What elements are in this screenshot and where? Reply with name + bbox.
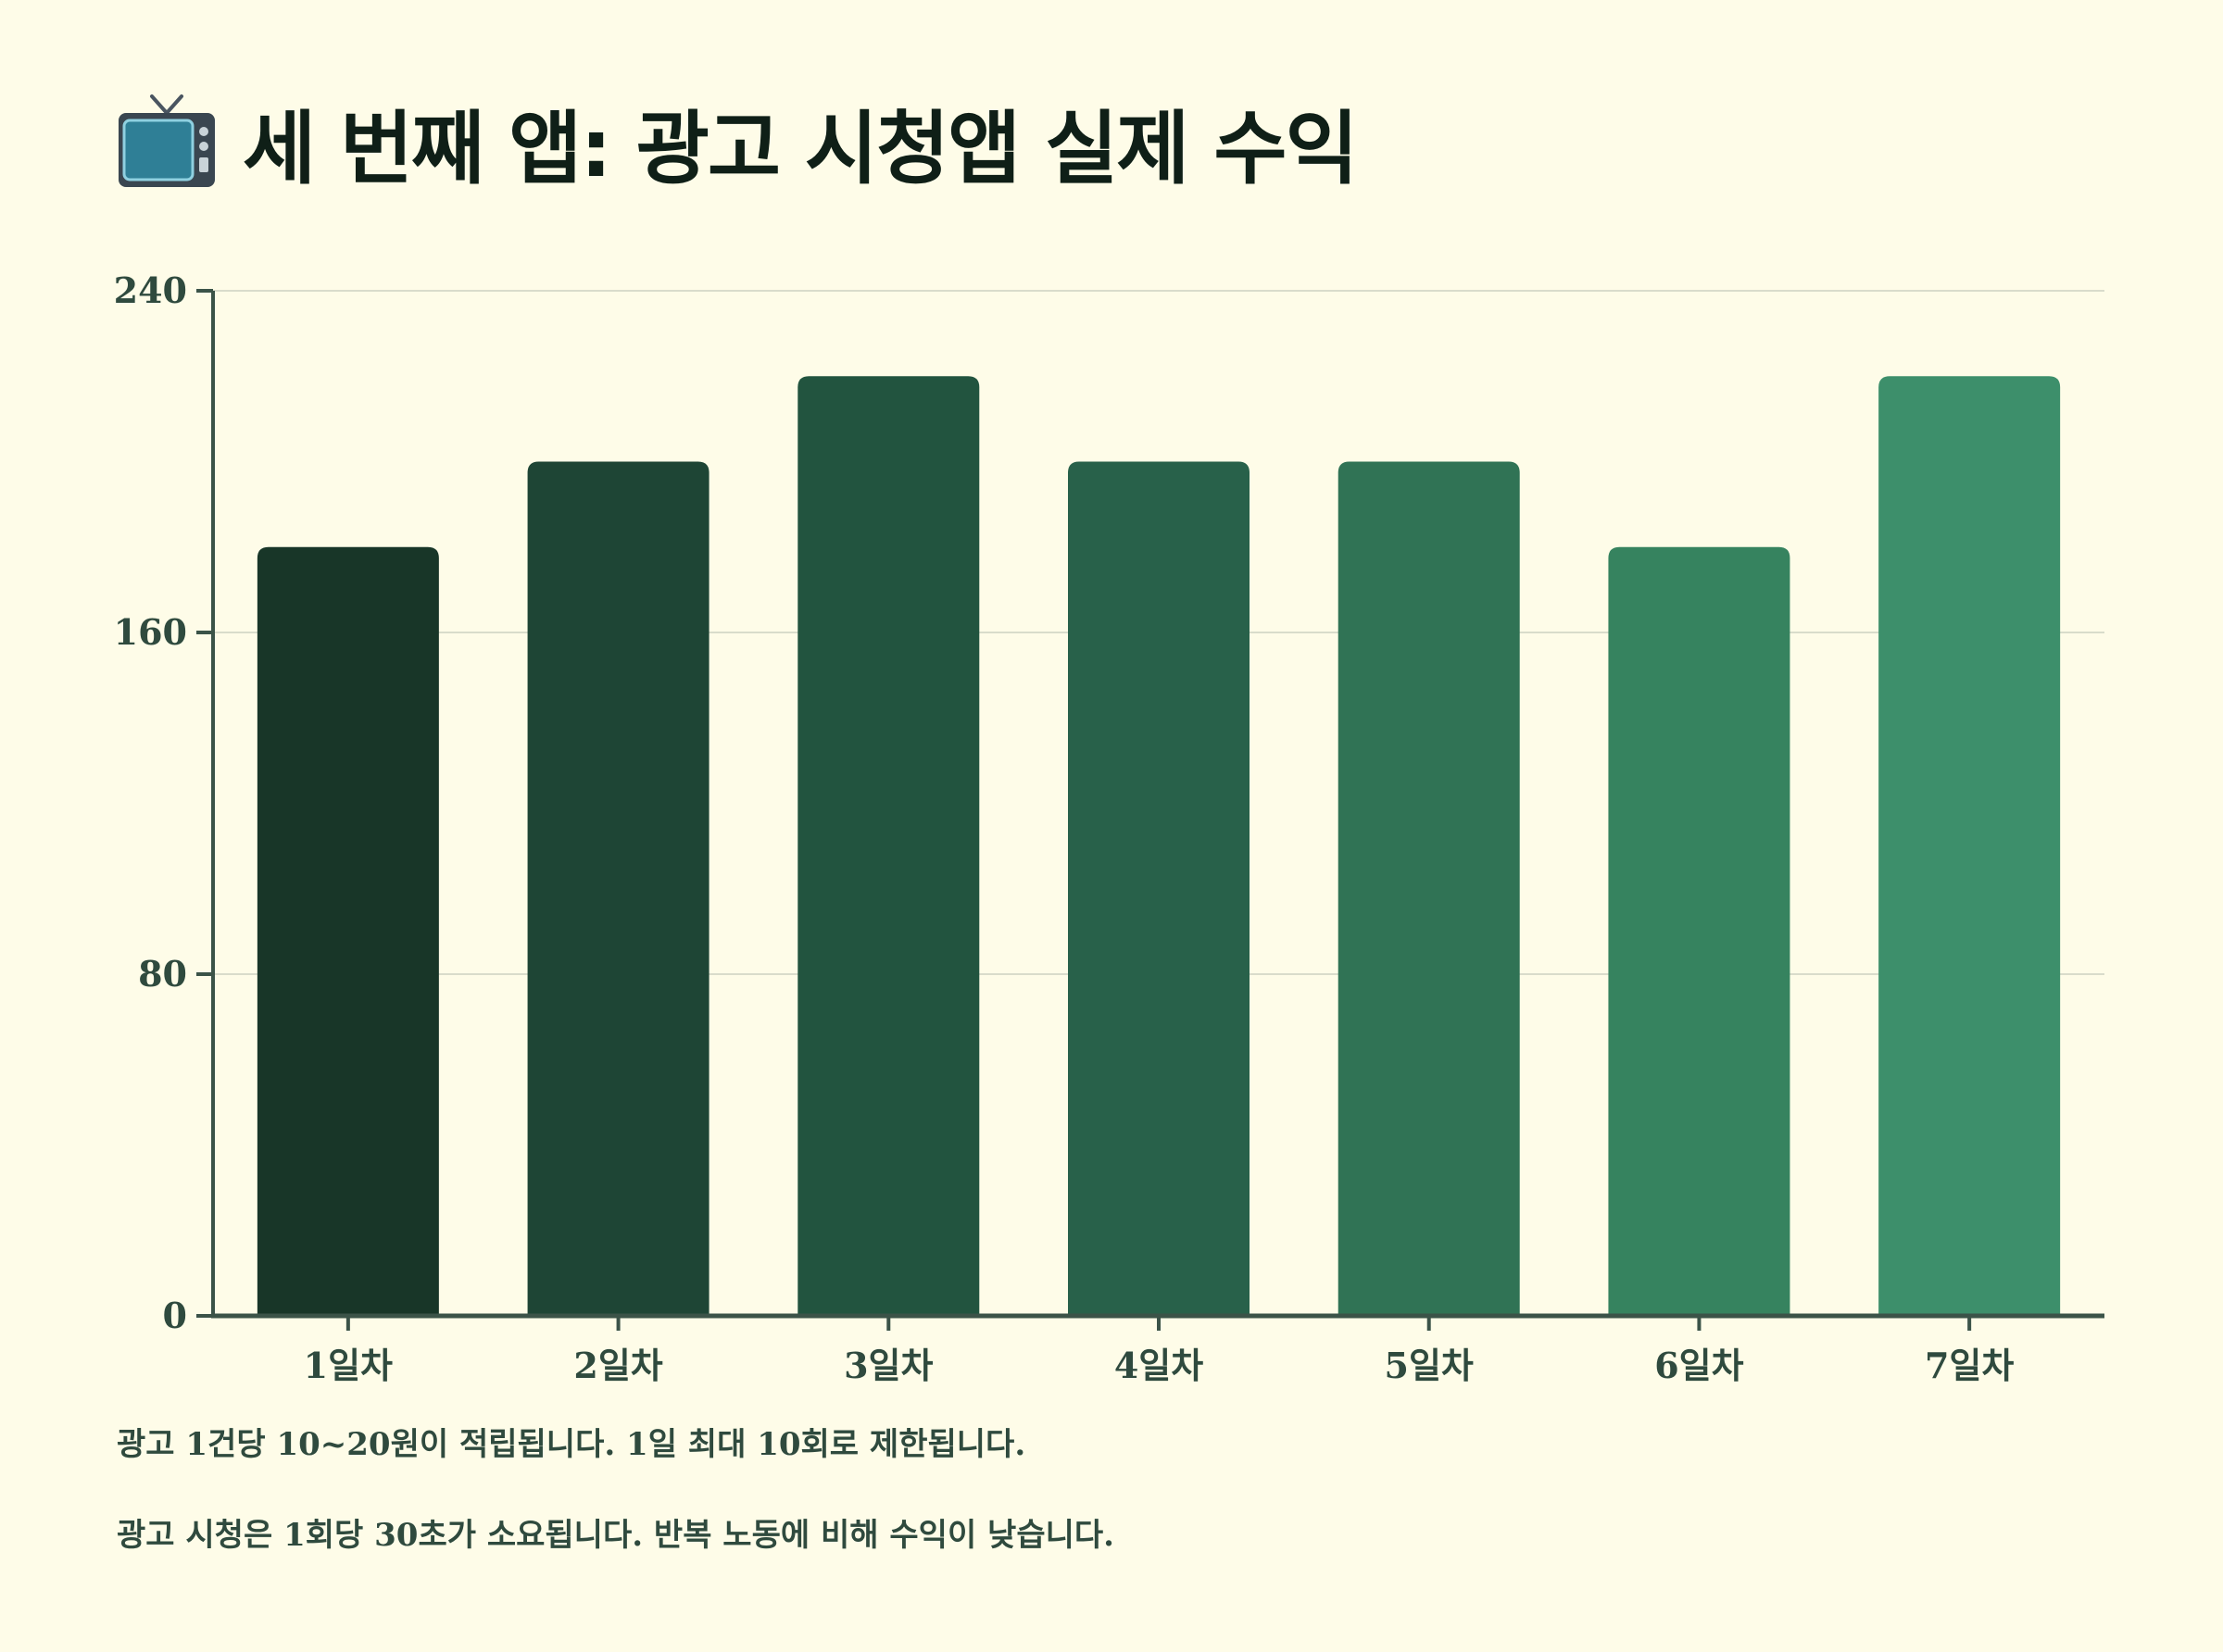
bar-day-6: [1608, 546, 1790, 1316]
y-tick-label: 160: [114, 611, 187, 653]
y-tick-label: 240: [114, 269, 187, 311]
bars: [257, 376, 2061, 1316]
y-tick-label: 80: [138, 953, 187, 995]
note-ad-duration: 광고 시청은 1회당 30초가 소요됩니다. 반복 노동에 비해 수익이 낮습니…: [117, 1517, 1115, 1554]
bar-day-2: [527, 461, 710, 1316]
x-tick-label-day-5: 5일차: [1385, 1345, 1474, 1386]
tv-icon: [119, 94, 215, 187]
bar-day-7: [1878, 376, 2061, 1316]
bar-day-5: [1338, 461, 1520, 1316]
x-tick-label-day-3: 3일차: [844, 1345, 933, 1386]
bar-day-4: [1068, 461, 1250, 1316]
chart-title: 세 번째 앱: 광고 시청앱 실제 수익: [117, 85, 1359, 196]
x-tick-labels: 1일차 2일차 3일차 4일차 5일차 6일차 7일차: [304, 1345, 2015, 1386]
axes: [196, 289, 2104, 1331]
x-tick-label-day-7: 7일차: [1925, 1345, 2014, 1386]
bar-day-3: [798, 376, 980, 1316]
chart-title-text: 세 번째 앱: 광고 시청앱 실제 수익: [243, 102, 1359, 195]
x-tick-label-day-4: 4일차: [1114, 1345, 1203, 1386]
bar-day-1: [257, 546, 439, 1316]
x-tick-label-day-2: 2일차: [573, 1345, 662, 1386]
x-tick-label-day-6: 6일차: [1654, 1345, 1743, 1386]
x-tick-label-day-1: 1일차: [304, 1345, 393, 1386]
y-tick-label: 0: [163, 1295, 187, 1336]
bar-chart: 0 80 160 240 1일차 2일차 3일차 4일차 5일차 6일차 7일차: [114, 269, 2104, 1386]
y-tick-labels: 0 80 160 240: [114, 269, 187, 1336]
note-ad-reward: 광고 1건당 10~20원이 적립됩니다. 1일 최대 10회로 제한됩니다.: [117, 1426, 1026, 1463]
